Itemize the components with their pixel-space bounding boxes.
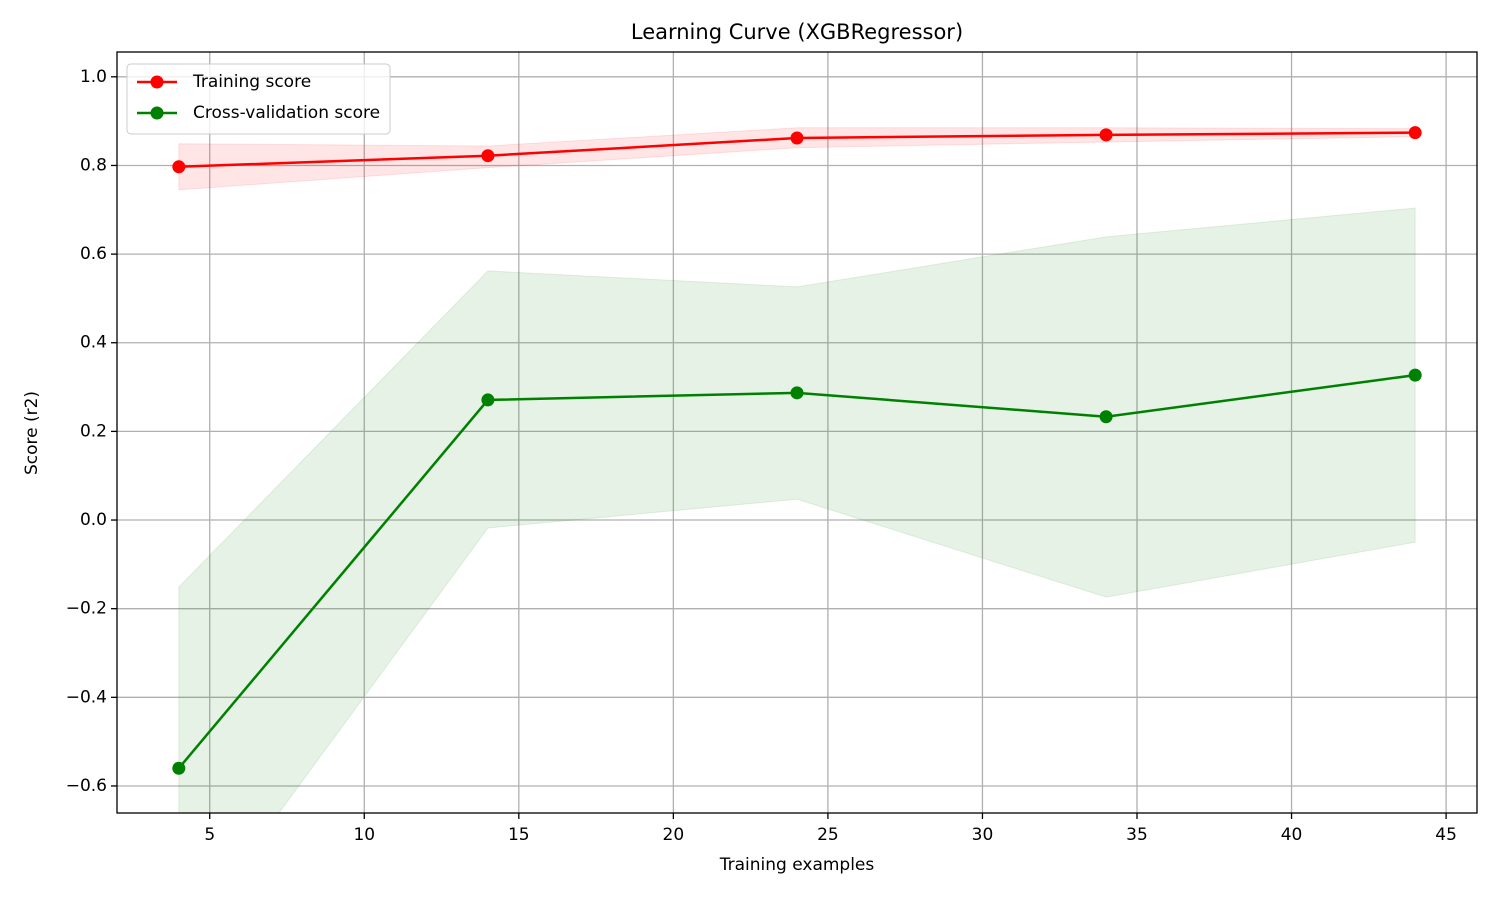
x-tick-label: 20 <box>663 825 685 845</box>
y-tick-label: 0.2 <box>80 421 107 441</box>
plot-area <box>172 126 1422 813</box>
y-axis-label: Score (r2) <box>22 391 42 475</box>
y-tick-label: 0.0 <box>80 510 107 530</box>
legend-label: Training score <box>192 72 311 92</box>
legend-marker <box>150 75 164 89</box>
y-tick-label: 1.0 <box>80 67 107 87</box>
point <box>481 393 495 407</box>
y-tick-label: −0.4 <box>66 687 107 707</box>
point <box>172 160 186 174</box>
legend-marker <box>150 106 164 120</box>
x-axis-label: Training examples <box>719 855 875 875</box>
point <box>790 386 804 400</box>
y-tick-label: 0.6 <box>80 244 107 264</box>
x-tick-label: 35 <box>1126 825 1148 845</box>
point <box>1408 126 1422 140</box>
legend: Training score Cross-validation score <box>126 63 391 135</box>
x-tick-label: 45 <box>1435 825 1457 845</box>
point <box>481 149 495 163</box>
point <box>1408 368 1422 382</box>
chart-title: Learning Curve (XGBRegressor) <box>631 20 963 44</box>
legend-label: Cross-validation score <box>193 103 380 123</box>
y-tick-label: 0.8 <box>80 155 107 175</box>
x-tick-label: 30 <box>972 825 994 845</box>
y-tick-label: −0.2 <box>66 599 107 619</box>
y-tick-label: −0.6 <box>66 776 107 796</box>
ticks: 5 10 15 20 25 30 35 40 45 −0.6 −0.4 −0.2 0.0 0.2 0.4 0.… <box>66 67 1457 845</box>
grid <box>117 52 1477 813</box>
x-tick-label: 5 <box>204 825 215 845</box>
point <box>1099 128 1113 142</box>
std-band <box>178 207 1416 813</box>
point <box>790 131 804 145</box>
x-tick-label: 10 <box>353 825 375 845</box>
x-tick-label: 40 <box>1281 825 1303 845</box>
legend-box <box>126 63 391 135</box>
x-tick-label: 25 <box>817 825 839 845</box>
axes-frame <box>116 51 1478 814</box>
point <box>1099 410 1113 424</box>
y-tick-label: 0.4 <box>80 333 107 353</box>
point <box>172 761 186 775</box>
x-tick-label: 15 <box>508 825 530 845</box>
